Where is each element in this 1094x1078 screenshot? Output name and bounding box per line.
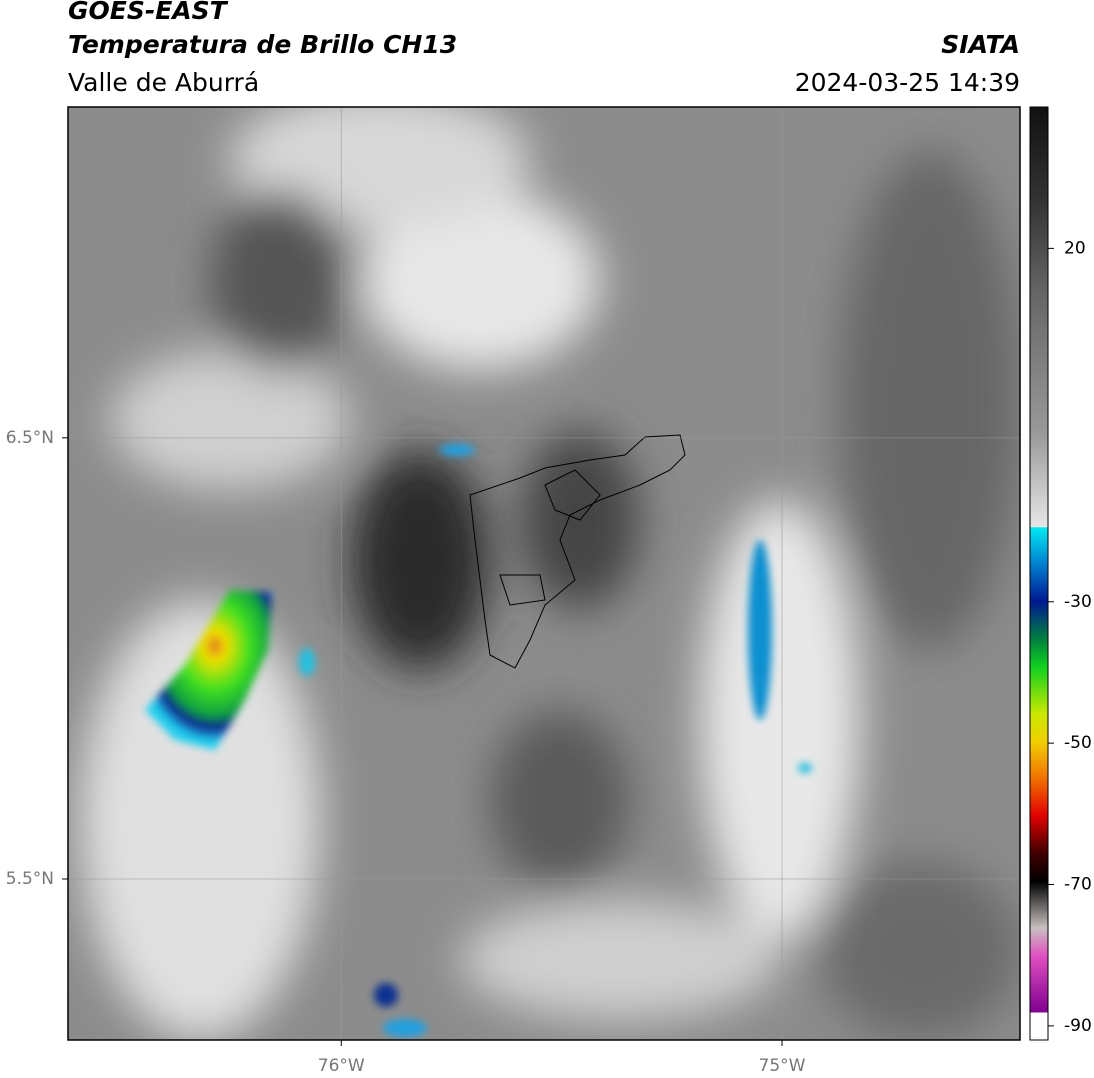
colorbar xyxy=(1029,106,1049,1041)
region: Valle de Aburrá xyxy=(68,68,260,97)
colorbar-label: 20 xyxy=(1064,238,1086,258)
colorbar-label: -70 xyxy=(1064,875,1092,895)
map-frame xyxy=(67,106,1021,1041)
datetime: 2024-03-25 14:39 xyxy=(794,68,1020,97)
satellite-image xyxy=(68,107,1020,1040)
title: GOES-EAST xyxy=(68,0,227,25)
lon-label: 75°W xyxy=(759,1056,806,1076)
lat-label: 6.5°N xyxy=(6,428,54,448)
source: SIATA xyxy=(941,30,1020,59)
colorbar-label: -30 xyxy=(1064,592,1092,612)
lon-label: 76°W xyxy=(318,1056,365,1076)
colorbar-label: -90 xyxy=(1064,1016,1092,1036)
colorbar-label: -50 xyxy=(1064,733,1092,753)
lat-label: 5.5°N xyxy=(6,869,54,889)
subtitle: Temperatura de Brillo CH13 xyxy=(68,30,458,59)
